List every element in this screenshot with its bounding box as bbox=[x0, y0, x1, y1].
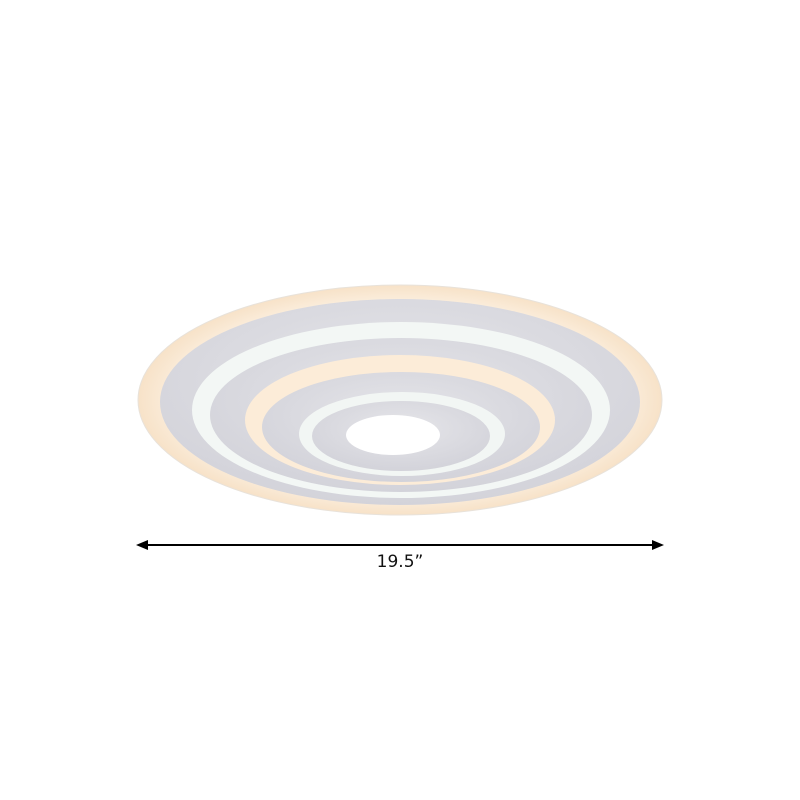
center-light bbox=[346, 415, 440, 455]
width-dimension-label: 19.5” bbox=[376, 552, 424, 572]
double-headed-arrow-icon bbox=[136, 540, 664, 550]
